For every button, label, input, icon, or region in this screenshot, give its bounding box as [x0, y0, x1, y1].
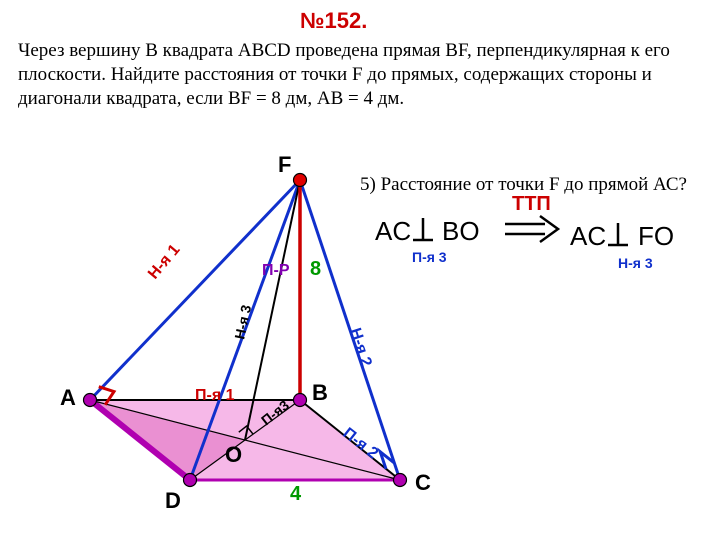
edge-label-BF8: 8	[310, 258, 321, 280]
label-C: C	[415, 470, 431, 495]
vertex-D	[184, 474, 197, 487]
svg-text:П-я 3: П-я 3	[412, 249, 447, 265]
vertex-B	[294, 394, 307, 407]
math-ac-fo: AC FO Н-я 3	[570, 221, 674, 271]
step-text: 5) Расстояние от точки F до прямой АС?	[360, 174, 687, 195]
math-ac-bo: AC BO П-я 3	[375, 216, 480, 265]
geometry-diagram: ABCDOFН-я 1П-РН-я 3Н-я 2П-я 1П-я3П-я 284	[60, 152, 431, 513]
edge-label-BA: П-я 1	[195, 387, 235, 404]
label-F: F	[278, 152, 291, 177]
implies-arrow: ТТП	[505, 193, 558, 242]
label-A: A	[60, 385, 76, 410]
svg-text:AC: AC	[375, 216, 411, 246]
line-FA	[90, 180, 300, 400]
problem-line-2: плоскости. Найдите расстояния от точки F…	[18, 64, 652, 85]
edge-label-FO: Н-я 3	[231, 303, 254, 340]
edge-label-FA: Н-я 1	[145, 241, 184, 282]
label-O: O	[225, 442, 242, 467]
label-B: B	[312, 380, 328, 405]
label-D: D	[165, 488, 181, 513]
edge-label-DC4: 4	[290, 483, 302, 505]
edge-label-FB: П-Р	[262, 262, 290, 279]
vertex-F	[294, 174, 307, 187]
svg-text:ТТП: ТТП	[512, 193, 551, 215]
vertex-A	[84, 394, 97, 407]
problem-number: №152.	[300, 8, 367, 33]
edge-label-FC: Н-я 2	[346, 326, 374, 369]
svg-text:BO: BO	[442, 216, 480, 246]
svg-text:FO: FO	[638, 221, 674, 251]
problem-line-3: диагонали квадрата, если BF = 8 дм, AB =…	[18, 88, 404, 109]
svg-text:AC: AC	[570, 221, 606, 251]
vertex-C	[394, 474, 407, 487]
problem-line-1: Через вершину В квадрата ABCD проведена …	[18, 40, 670, 61]
svg-text:Н-я 3: Н-я 3	[618, 255, 653, 271]
